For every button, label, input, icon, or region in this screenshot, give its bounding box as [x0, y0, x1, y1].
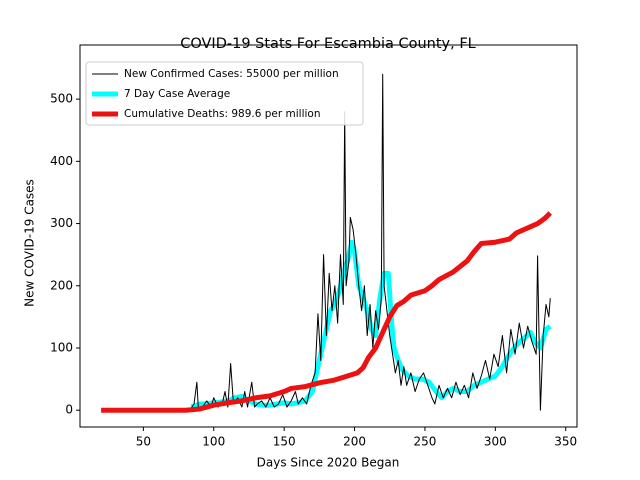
x-tick-label: 100 — [202, 435, 225, 449]
chart-title: COVID-19 Stats For Escambia County, FL — [180, 36, 476, 52]
y-tick-label: 400 — [50, 154, 73, 168]
y-tick-label: 500 — [50, 92, 73, 106]
x-tick-label: 300 — [484, 435, 507, 449]
legend-label: Cumulative Deaths: 989.6 per million — [124, 108, 321, 120]
x-axis-label: Days Since 2020 Began — [257, 456, 400, 470]
y-tick-label: 100 — [50, 340, 73, 354]
legend-box — [85, 61, 364, 126]
series-line — [189, 73, 551, 411]
legend-label: 7 Day Case Average — [124, 88, 230, 100]
x-tick-label: 250 — [413, 435, 436, 449]
plot-frame — [79, 44, 578, 428]
y-tick-label: 300 — [50, 216, 73, 230]
legend-label: New Confirmed Cases: 55000 per million — [124, 68, 339, 80]
y-tick-label: 200 — [50, 278, 73, 292]
y-axis-label: New COVID-19 Cases — [23, 179, 37, 307]
series-line — [101, 211, 553, 413]
x-tick-label: 150 — [273, 435, 296, 449]
y-tick-label: 0 — [65, 403, 73, 417]
x-tick-label: 200 — [343, 435, 366, 449]
x-tick-label: 350 — [554, 435, 577, 449]
x-tick-label: 50 — [136, 435, 151, 449]
